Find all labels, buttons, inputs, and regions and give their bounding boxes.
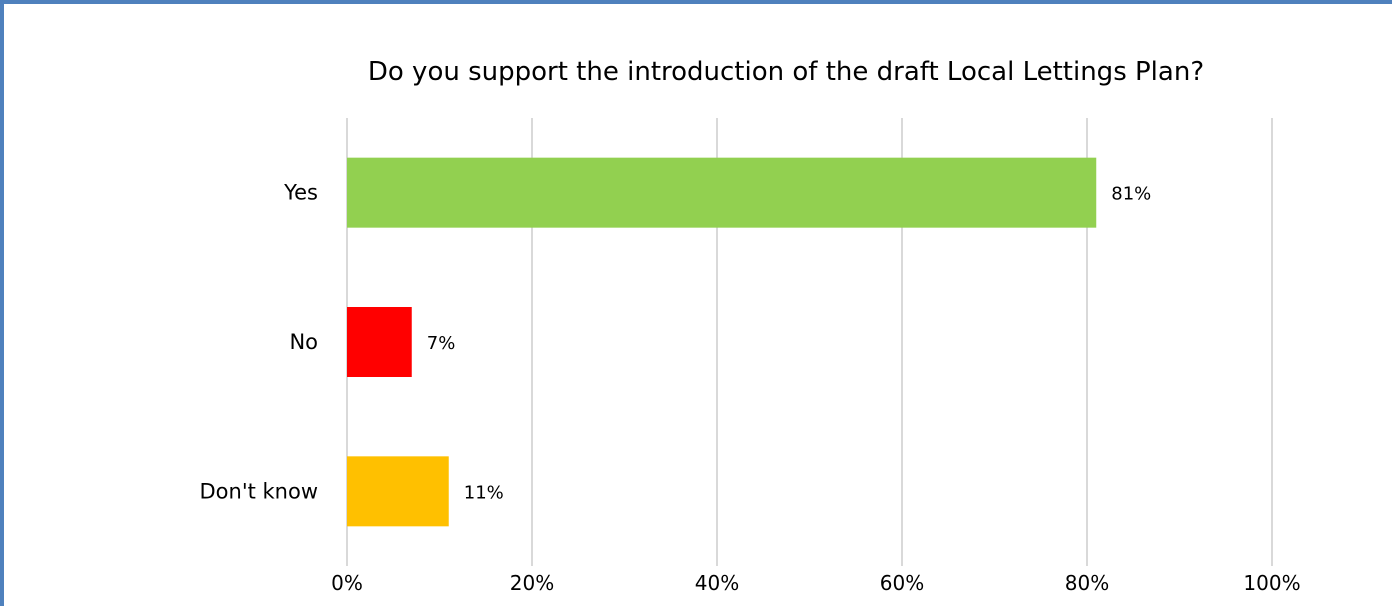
x-axis-tick-labels: 0% 20% 40% 60% 80% 100%	[331, 571, 1300, 595]
category-label: Don't know	[199, 479, 318, 503]
category-label: Yes	[283, 181, 318, 205]
x-tick-label: 80%	[1065, 571, 1109, 595]
bar	[347, 307, 412, 377]
data-label: 81%	[1111, 184, 1151, 205]
chart-title: Do you support the introduction of the d…	[368, 57, 1204, 87]
bar	[347, 456, 449, 527]
bar	[347, 157, 1097, 228]
x-tick-label: 20%	[510, 571, 554, 595]
x-tick-label: 40%	[695, 571, 739, 595]
data-label: 11%	[464, 482, 504, 503]
x-tick-label: 100%	[1243, 571, 1300, 595]
bars	[347, 157, 1097, 527]
category-label: No	[289, 330, 318, 354]
category-labels: Yes No Don't know	[199, 181, 318, 504]
data-labels: 81% 7% 11%	[427, 184, 1152, 504]
x-tick-label: 60%	[880, 571, 924, 595]
data-label: 7%	[427, 333, 456, 354]
x-tick-label: 0%	[331, 571, 363, 595]
